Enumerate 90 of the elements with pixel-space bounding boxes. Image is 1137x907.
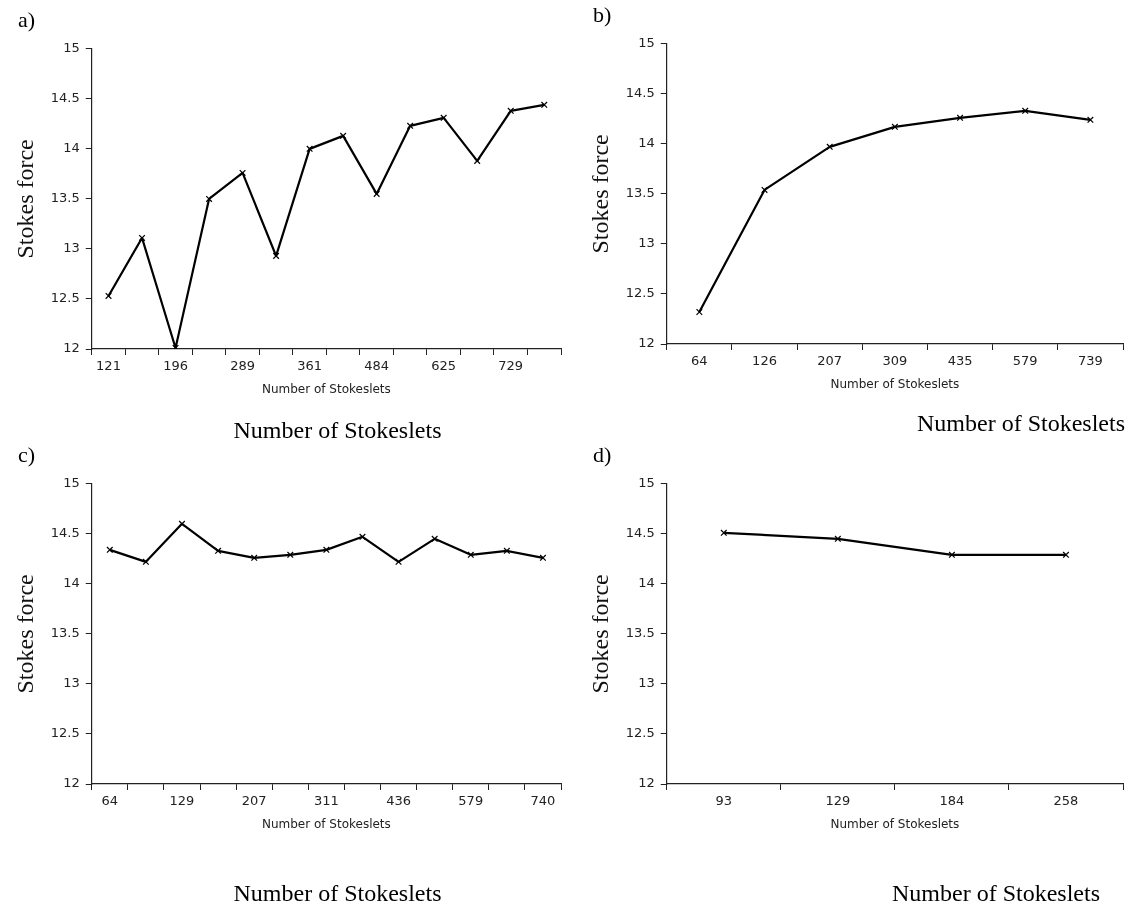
x-tick-label: 436 (386, 793, 411, 809)
y-tick-label: 13.5 (50, 190, 80, 206)
point (826, 143, 834, 151)
x-tick-label: 361 (297, 358, 323, 374)
y-axis-title: Stokes force (11, 139, 38, 259)
y-axis-title: Stokes force (586, 574, 613, 694)
x-tick-label: 309 (882, 353, 908, 369)
x-tick-label: 484 (364, 358, 390, 374)
y-tick-label: 14 (638, 135, 655, 151)
x-tick-label: 625 (431, 358, 457, 374)
point (956, 114, 964, 122)
y-tick-label: 12 (638, 775, 655, 791)
chart-title: c) (18, 442, 36, 467)
y-tick-label: 14 (638, 575, 655, 591)
point (539, 554, 547, 562)
x-axis-title: Number of Stokeslets (261, 381, 391, 396)
y-tick-label: 14 (63, 575, 80, 591)
point (322, 546, 330, 554)
x-tick-label: 729 (498, 358, 524, 374)
point (214, 547, 222, 555)
point (286, 551, 294, 559)
x-tick-label: 121 (96, 358, 121, 374)
x-tick-label: 129 (169, 793, 195, 809)
x-tick-label: 579 (1012, 353, 1038, 369)
text: Number of Stokeslets (916, 410, 1126, 437)
x-tick-label: 207 (817, 353, 843, 369)
y-tick-label: 14.5 (625, 85, 655, 101)
y-tick-label: 13.5 (625, 185, 655, 201)
y-tick-label: 12 (63, 775, 80, 791)
y-tick-label: 13 (63, 675, 80, 691)
x-tick-label: 579 (458, 793, 484, 809)
y-tick-label: 12.5 (50, 725, 80, 741)
y-tick-label: 13 (63, 240, 80, 256)
y-tick-label: 14 (63, 140, 80, 156)
point (1086, 116, 1094, 124)
point (440, 114, 448, 122)
y-tick-label: 15 (638, 475, 655, 491)
text: Number of Stokeslets (232, 880, 443, 907)
y-axis-title: Stokes force (586, 134, 613, 254)
point (105, 292, 112, 300)
x-tick-label: 64 (101, 793, 119, 809)
text: Number of Stokeslets (233, 417, 442, 443)
y-tick-label: 14.5 (50, 525, 80, 541)
y-tick-label: 12.5 (625, 285, 655, 301)
x-tick-label: 126 (752, 353, 777, 369)
x-tick-label: 740 (530, 793, 556, 809)
point (306, 145, 314, 153)
point (395, 558, 402, 566)
y-tick-label: 13.5 (625, 625, 655, 641)
x-tick-label: 435 (947, 353, 973, 369)
point (172, 344, 179, 349)
point (178, 520, 186, 528)
x-tick-label: 64 (691, 353, 708, 369)
x-tick-label: 207 (241, 793, 267, 809)
y-tick-label: 12.5 (50, 290, 80, 306)
x-axis-title: Number of Stokeslets (830, 376, 960, 391)
chart-title: a) (17, 6, 37, 34)
y-tick-label: 14.5 (625, 525, 655, 541)
y-tick-label: 15 (63, 40, 80, 56)
text: Number of Stokeslets (891, 880, 1101, 907)
point (431, 535, 439, 543)
y-tick-label: 13.5 (50, 625, 80, 641)
y-tick-label: 12 (638, 335, 655, 351)
point (761, 186, 768, 194)
point (239, 169, 247, 177)
y-tick-label: 13 (638, 235, 655, 251)
x-tick-label: 739 (1078, 353, 1103, 369)
point (695, 308, 703, 316)
point (507, 107, 515, 115)
y-tick-label: 15 (63, 475, 80, 491)
point (1062, 551, 1070, 559)
point (359, 533, 366, 541)
x-tick-label: 311 (313, 793, 339, 809)
chart-title: b) (592, 1, 613, 29)
y-tick-label: 13 (638, 675, 655, 691)
y-tick-label: 12.5 (625, 725, 655, 741)
x-axis-title: Number of Stokeslets (830, 816, 960, 831)
x-tick-label: 184 (939, 793, 965, 809)
x-tick-label: 129 (825, 793, 851, 809)
point (373, 190, 381, 198)
x-axis-title: Number of Stokeslets (261, 816, 391, 831)
x-tick-label: 93 (715, 793, 733, 809)
y-tick-label: 14.5 (50, 90, 80, 106)
y-tick-label: 15 (638, 35, 655, 51)
x-tick-label: 289 (230, 358, 255, 374)
chart-title: d) (592, 441, 613, 469)
x-tick-label: 258 (1053, 793, 1079, 809)
y-axis-title: Stokes force (11, 574, 38, 694)
x-tick-label: 196 (163, 358, 188, 374)
y-tick-label: 12 (63, 340, 80, 356)
